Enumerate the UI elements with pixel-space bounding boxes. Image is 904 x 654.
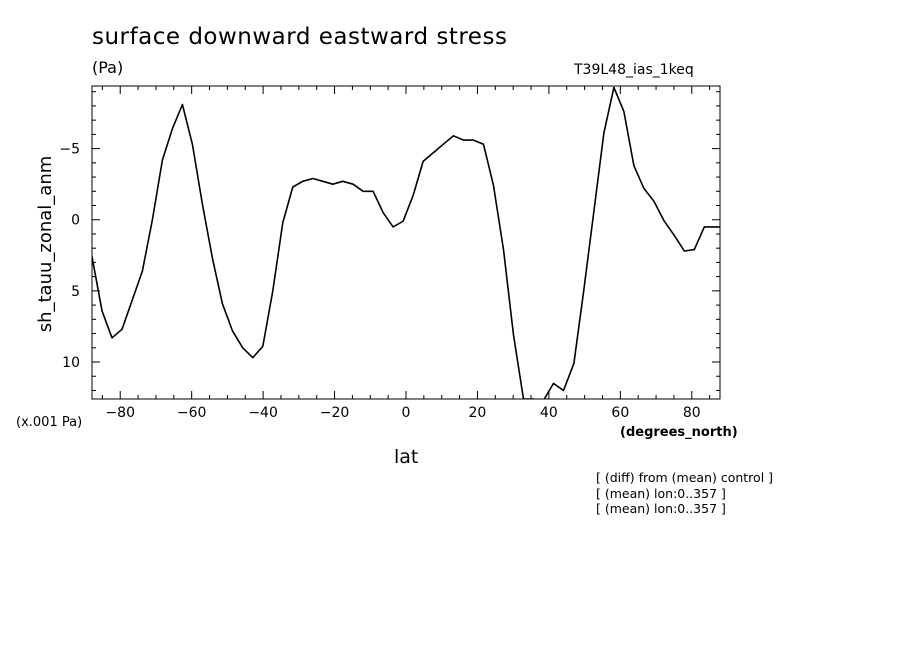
x-axis-label: lat bbox=[394, 446, 419, 468]
series-line bbox=[92, 86, 720, 399]
x-tick-label: 60 bbox=[611, 405, 629, 421]
x-tick-label: 40 bbox=[540, 405, 558, 421]
x-tick-label: −40 bbox=[248, 405, 278, 421]
x-tick-label: −60 bbox=[177, 405, 207, 421]
x-tick-label: 20 bbox=[469, 405, 487, 421]
note-line: [ (diff) from (mean) control ] bbox=[596, 470, 774, 485]
processing-notes: [ (diff) from (mean) control ] [ (mean) … bbox=[596, 470, 773, 517]
x-tick-label: −20 bbox=[320, 405, 350, 421]
series-group bbox=[92, 86, 720, 399]
x-tick-label: 0 bbox=[402, 405, 411, 421]
y-tick-label: −5 bbox=[59, 142, 80, 158]
chart-units: (Pa) bbox=[92, 58, 124, 77]
x-tick-label: −80 bbox=[105, 405, 135, 421]
plot-frame bbox=[91, 85, 721, 400]
y-tick-label: 0 bbox=[71, 213, 80, 229]
x-axis-unit: (degrees_north) bbox=[620, 425, 738, 440]
x-ticks bbox=[101, 86, 711, 399]
note-line: [ (mean) lon:0..357 ] bbox=[596, 501, 726, 516]
run-label: T39L48_ias_1keq bbox=[574, 62, 694, 78]
x-tick-labels: −80 −60 −40 −20 0 20 40 60 80 bbox=[105, 405, 700, 421]
y-tick-labels: −5 0 5 10 bbox=[59, 142, 80, 371]
note-line: [ (mean) lon:0..357 ] bbox=[596, 485, 726, 501]
y-ticks bbox=[92, 91, 720, 391]
y-axis-label: sh_tauu_zonal_anm bbox=[35, 156, 56, 333]
y-tick-label: 5 bbox=[71, 284, 80, 300]
y-tick-label: 10 bbox=[62, 355, 80, 371]
chart-title: surface downward eastward stress bbox=[92, 24, 508, 50]
scale-note: (x.001 Pa) bbox=[16, 415, 83, 430]
x-tick-label: 80 bbox=[683, 405, 701, 421]
